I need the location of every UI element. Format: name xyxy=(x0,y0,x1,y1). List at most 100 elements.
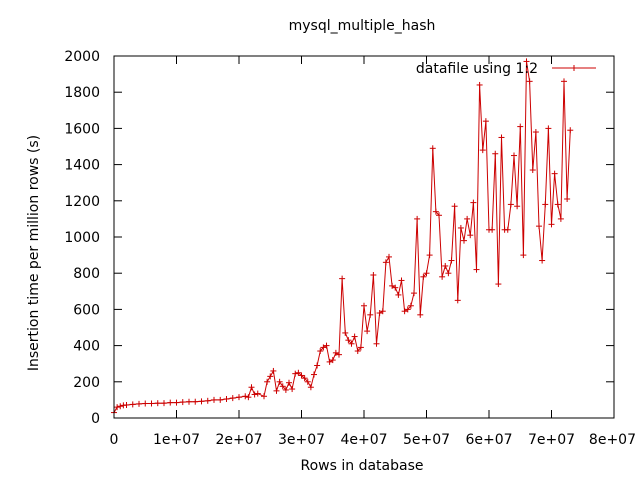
data-point xyxy=(561,78,567,85)
data-point xyxy=(282,386,289,393)
legend: datafile using 1:2 xyxy=(416,61,596,77)
data-point xyxy=(373,340,380,347)
y-tick-label: 1400 xyxy=(64,158,100,174)
data-point xyxy=(301,375,308,382)
data-point xyxy=(398,277,405,284)
data-point xyxy=(142,400,149,407)
data-point xyxy=(245,394,252,401)
data-point xyxy=(451,203,458,210)
data-point xyxy=(567,127,574,134)
data-point xyxy=(129,401,136,408)
data-point xyxy=(304,378,311,385)
data-point xyxy=(307,384,314,391)
data-point xyxy=(311,371,317,378)
data-point xyxy=(461,237,467,244)
data-point xyxy=(136,400,142,407)
data-point xyxy=(439,273,446,280)
data-point xyxy=(473,266,480,273)
data-point xyxy=(414,215,421,222)
series-line xyxy=(113,61,571,413)
data-point xyxy=(448,257,455,264)
data-point xyxy=(323,342,330,349)
y-tick-label: 2000 xyxy=(64,49,100,65)
data-point xyxy=(354,348,361,355)
data-point xyxy=(123,401,130,408)
data-point xyxy=(273,387,280,394)
data-point xyxy=(217,396,224,403)
data-point xyxy=(242,393,249,400)
x-tick-label: 6e+07 xyxy=(465,432,512,448)
data-point xyxy=(223,395,230,402)
data-point xyxy=(532,129,539,136)
data-point xyxy=(117,403,124,410)
data-point xyxy=(254,390,261,397)
data-point xyxy=(464,215,471,222)
data-point xyxy=(432,208,439,215)
data-point xyxy=(436,212,442,219)
x-tick-label: 7e+07 xyxy=(528,432,575,448)
data-point xyxy=(264,378,271,385)
y-axis-label: Insertion time per million rows (s) xyxy=(26,135,42,371)
data-point xyxy=(351,333,358,340)
data-point xyxy=(320,344,327,351)
data-point xyxy=(298,372,305,379)
data-point xyxy=(420,273,427,280)
data-point xyxy=(411,290,417,297)
data-point xyxy=(173,399,180,406)
data-point xyxy=(192,398,199,405)
x-tick-label: 1e+07 xyxy=(153,432,200,448)
x-axis-label: Rows in database xyxy=(301,458,424,474)
data-point xyxy=(429,145,436,152)
chart-title: mysql_multiple_hash xyxy=(289,18,436,34)
data-point xyxy=(236,394,242,401)
x-tick-label: 3e+07 xyxy=(278,432,325,448)
data-point xyxy=(295,369,302,376)
y-tick-label: 200 xyxy=(73,375,100,391)
series-layer xyxy=(111,58,574,416)
data-point xyxy=(204,397,211,404)
data-point xyxy=(548,221,555,228)
data-point xyxy=(489,226,496,233)
data-point xyxy=(407,302,414,309)
data-point xyxy=(261,393,267,400)
y-tick-label: 1000 xyxy=(64,230,100,246)
data-point xyxy=(476,81,483,88)
data-point xyxy=(395,291,402,298)
data-point xyxy=(551,170,558,177)
data-point xyxy=(270,367,277,374)
data-point xyxy=(342,329,349,336)
data-point xyxy=(379,308,386,315)
data-point xyxy=(454,297,461,304)
data-point xyxy=(517,123,524,130)
data-point xyxy=(289,386,296,393)
data-point xyxy=(345,337,352,344)
plot-area-border xyxy=(113,55,615,419)
data-point xyxy=(317,348,324,355)
data-point xyxy=(361,302,367,309)
y-tick-label: 600 xyxy=(73,302,100,318)
data-point xyxy=(545,125,552,132)
data-point xyxy=(329,357,336,364)
data-point xyxy=(148,400,155,407)
data-point xyxy=(279,383,286,390)
data-point xyxy=(554,201,561,208)
data-point xyxy=(382,259,389,266)
data-point xyxy=(457,224,464,231)
data-point xyxy=(167,399,174,406)
data-point xyxy=(339,275,346,282)
data-point xyxy=(539,257,546,264)
data-point xyxy=(367,311,374,318)
data-point xyxy=(514,203,521,210)
data-point xyxy=(267,373,274,380)
data-point xyxy=(198,398,205,405)
data-point xyxy=(523,58,530,65)
data-point xyxy=(248,384,255,391)
data-point xyxy=(211,396,217,403)
data-point xyxy=(482,118,489,125)
data-point xyxy=(251,391,258,398)
data-point xyxy=(470,199,477,206)
data-point xyxy=(445,270,452,277)
data-point xyxy=(370,272,377,279)
data-point xyxy=(401,308,408,315)
